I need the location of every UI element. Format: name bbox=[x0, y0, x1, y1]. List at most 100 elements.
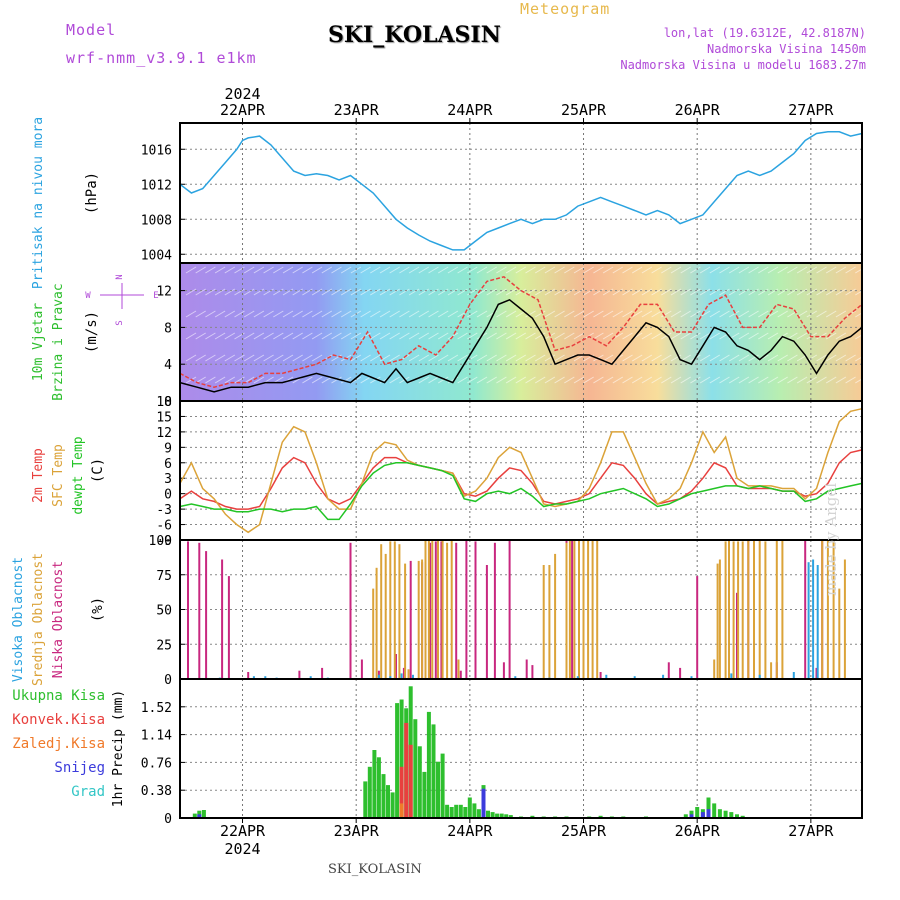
wind-barb bbox=[331, 376, 342, 384]
bar-clouds bbox=[437, 540, 439, 679]
bar-precip bbox=[472, 803, 477, 818]
wind-barb bbox=[825, 266, 837, 274]
wind-barb bbox=[758, 310, 769, 318]
wind-barb bbox=[467, 288, 478, 296]
bar-clouds bbox=[542, 565, 545, 679]
wind-barb bbox=[641, 310, 653, 318]
bar-clouds bbox=[389, 541, 392, 679]
wind-barb bbox=[709, 266, 721, 274]
bar-precip bbox=[508, 815, 513, 818]
wind-barb bbox=[418, 354, 430, 362]
wind-barb bbox=[699, 332, 711, 340]
wind-barb bbox=[282, 266, 294, 274]
wind-barb bbox=[709, 376, 721, 384]
wind-barb bbox=[573, 376, 585, 384]
bar-clouds bbox=[730, 673, 733, 679]
wind-barb bbox=[496, 354, 507, 362]
wind-barb bbox=[855, 332, 866, 340]
wind-barb bbox=[496, 376, 507, 384]
wind-barb bbox=[302, 288, 313, 296]
wind-barb bbox=[195, 310, 206, 318]
wind-barb bbox=[467, 354, 478, 362]
bar-clouds bbox=[474, 541, 477, 679]
wind-barb bbox=[554, 354, 565, 362]
bar-clouds bbox=[459, 670, 462, 679]
wind-barb bbox=[311, 376, 323, 384]
wind-barb bbox=[622, 266, 633, 274]
wind-barb bbox=[253, 354, 265, 362]
wind-barb bbox=[486, 266, 497, 274]
bar-precip bbox=[445, 804, 450, 818]
watermark: made by Angel bbox=[822, 482, 840, 596]
wind-barb bbox=[476, 266, 488, 274]
bar-clouds bbox=[455, 542, 458, 679]
wind-barb bbox=[195, 354, 206, 362]
bar-clouds bbox=[576, 676, 579, 679]
model-label: Model bbox=[66, 21, 117, 39]
ylabel-temp-dewpt: dewpt Temp bbox=[71, 436, 86, 514]
y-tick-label: 8 bbox=[164, 321, 172, 336]
wind-barb bbox=[593, 332, 604, 340]
wind-barb bbox=[408, 288, 420, 296]
bar-clouds bbox=[384, 553, 387, 679]
bar-clouds bbox=[815, 667, 818, 679]
wind-barb bbox=[748, 332, 759, 340]
wind-barb bbox=[496, 288, 507, 296]
wind-barb bbox=[641, 332, 653, 340]
wind-barb bbox=[544, 354, 556, 362]
bar-clouds bbox=[605, 674, 608, 679]
bar-precip bbox=[367, 766, 372, 818]
wind-barb bbox=[709, 332, 721, 340]
wind-barb bbox=[767, 310, 779, 318]
wind-barb bbox=[554, 266, 565, 274]
wind-barb bbox=[515, 376, 527, 384]
y-tick-label: 1.14 bbox=[141, 729, 172, 744]
lonlat-label: lon,lat (19.6312E, 42.8187N) bbox=[663, 26, 866, 40]
wind-barb bbox=[515, 288, 527, 296]
bar-clouds bbox=[838, 588, 841, 679]
compass-n: N bbox=[115, 274, 125, 279]
wind-barb bbox=[777, 376, 788, 384]
wind-barb bbox=[544, 266, 556, 274]
bar-clouds bbox=[221, 559, 224, 679]
wind-barb bbox=[816, 288, 827, 296]
wind-barb bbox=[525, 310, 536, 318]
wind-barb bbox=[534, 376, 546, 384]
bar-clouds bbox=[508, 540, 511, 679]
bar-clouds bbox=[457, 659, 460, 679]
wind-barb bbox=[651, 310, 662, 318]
bar-precip bbox=[390, 792, 395, 818]
wind-barb bbox=[224, 288, 236, 296]
bar-clouds bbox=[826, 540, 829, 679]
panel-frame bbox=[179, 678, 863, 819]
bar-clouds bbox=[737, 541, 740, 679]
bar-clouds bbox=[662, 674, 665, 679]
wind-barb bbox=[408, 310, 420, 318]
wind-barb bbox=[680, 332, 691, 340]
model-altitude-label: Nadmorska Visina u modelu 1683.27m bbox=[620, 58, 866, 72]
bar-clouds bbox=[821, 540, 824, 679]
bar-clouds bbox=[402, 667, 405, 679]
wind-barb bbox=[360, 266, 371, 274]
wind-barb bbox=[282, 310, 294, 318]
y-tick-label: 25 bbox=[156, 638, 172, 653]
bar-precip bbox=[729, 812, 734, 818]
x-date-label-bottom: 24APR bbox=[447, 822, 493, 840]
wind-barb bbox=[544, 310, 556, 318]
wind-barb bbox=[728, 310, 740, 318]
wind-barb bbox=[418, 288, 430, 296]
wind-barb bbox=[311, 266, 323, 274]
wind-barb bbox=[399, 332, 410, 340]
wind-barb bbox=[787, 288, 798, 296]
wind-barb bbox=[825, 376, 837, 384]
wind-barb bbox=[622, 354, 633, 362]
wind-barb bbox=[816, 266, 827, 274]
wind-barb bbox=[690, 310, 701, 318]
wind-barb bbox=[767, 354, 779, 362]
wind-barb bbox=[777, 266, 788, 274]
wind-barb bbox=[806, 310, 818, 318]
wind-barb bbox=[661, 332, 672, 340]
wind-barb bbox=[564, 310, 575, 318]
wind-barb bbox=[321, 310, 333, 318]
ylabel-pressure-unit: (hPa) bbox=[84, 172, 100, 214]
